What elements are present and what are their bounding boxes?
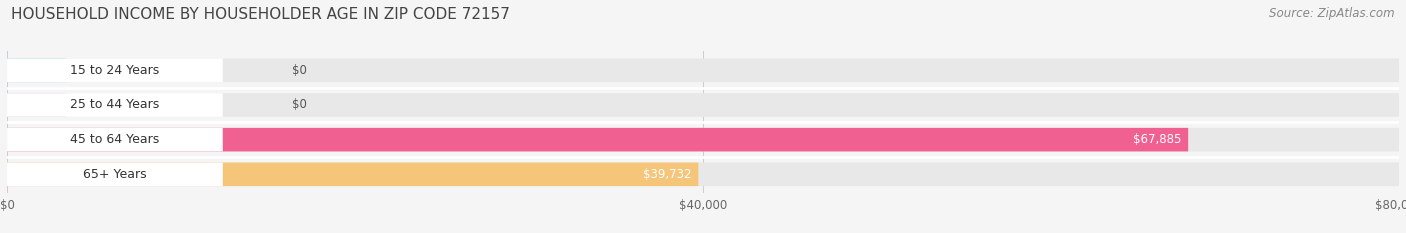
FancyBboxPatch shape — [7, 93, 66, 117]
Text: $0: $0 — [292, 99, 308, 112]
FancyBboxPatch shape — [7, 128, 1188, 151]
FancyBboxPatch shape — [7, 58, 1399, 82]
FancyBboxPatch shape — [7, 128, 1399, 151]
FancyBboxPatch shape — [7, 93, 222, 117]
FancyBboxPatch shape — [7, 93, 1399, 117]
FancyBboxPatch shape — [7, 58, 66, 82]
Text: $67,885: $67,885 — [1133, 133, 1181, 146]
FancyBboxPatch shape — [7, 163, 699, 186]
FancyBboxPatch shape — [7, 163, 1399, 186]
FancyBboxPatch shape — [7, 58, 222, 82]
Text: Source: ZipAtlas.com: Source: ZipAtlas.com — [1270, 7, 1395, 20]
Text: 25 to 44 Years: 25 to 44 Years — [70, 99, 159, 112]
Text: $39,732: $39,732 — [643, 168, 692, 181]
FancyBboxPatch shape — [7, 163, 222, 186]
Text: 15 to 24 Years: 15 to 24 Years — [70, 64, 159, 77]
Text: HOUSEHOLD INCOME BY HOUSEHOLDER AGE IN ZIP CODE 72157: HOUSEHOLD INCOME BY HOUSEHOLDER AGE IN Z… — [11, 7, 510, 22]
Text: 45 to 64 Years: 45 to 64 Years — [70, 133, 159, 146]
Text: 65+ Years: 65+ Years — [83, 168, 146, 181]
Text: $0: $0 — [292, 64, 308, 77]
FancyBboxPatch shape — [7, 128, 222, 151]
